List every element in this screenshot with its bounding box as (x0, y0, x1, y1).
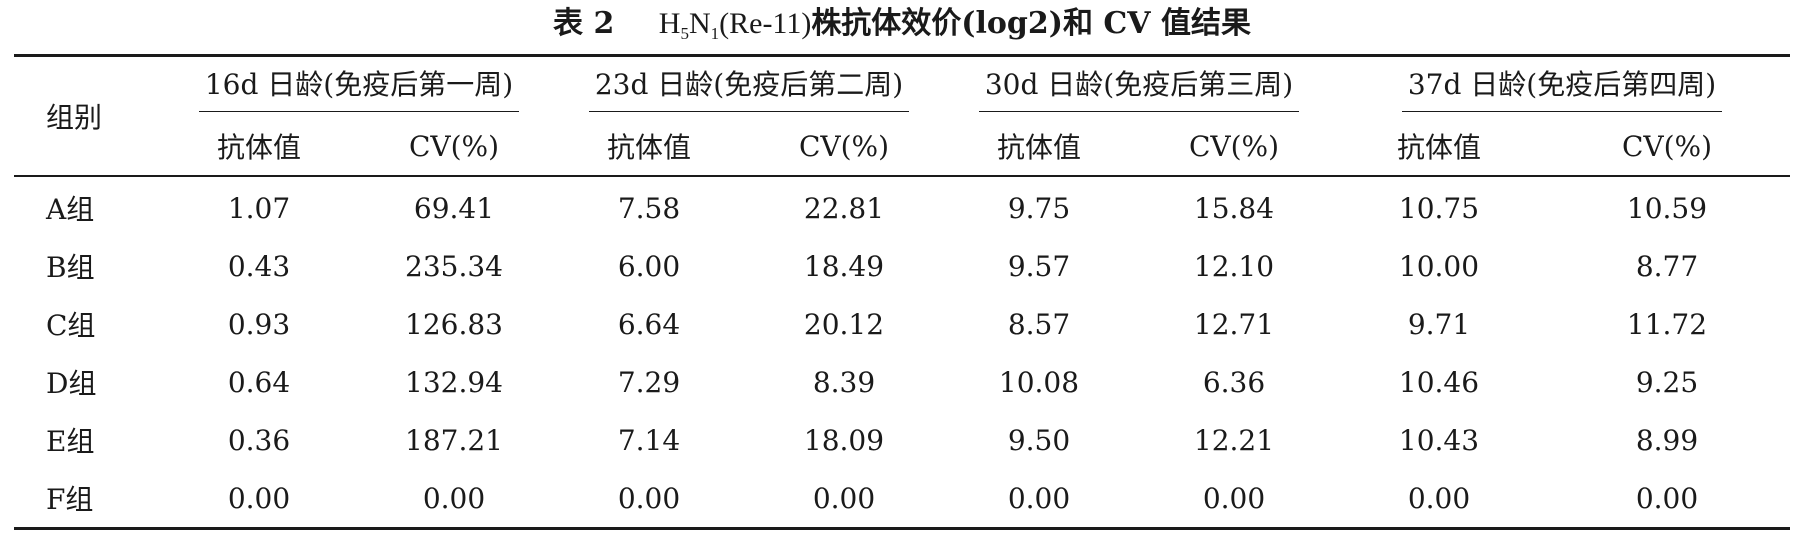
table-row: F组 0.00 0.00 0.00 0.00 0.00 0.00 0.00 0.… (14, 469, 1790, 529)
cell: 12.71 (1193, 307, 1275, 341)
strain-n-subscript: 1 (710, 24, 720, 43)
cell: 12.21 (1193, 423, 1275, 457)
cell: 9.57 (1007, 249, 1071, 283)
cell: 7.29 (617, 365, 681, 399)
title-text: 株抗体效价(log2)和 CV 值结果 (811, 6, 1251, 41)
group-name: B组 (46, 251, 95, 284)
table-title: 表 2 H5N1(Re-11)株抗体效价(log2)和 CV 值结果 (0, 4, 1804, 54)
table-row: B组 0.43 235.34 6.00 18.49 9.57 12.10 10.… (14, 237, 1790, 295)
cell: 20.12 (803, 307, 885, 341)
table-row: E组 0.36 187.21 7.14 18.09 9.50 12.21 10.… (14, 411, 1790, 469)
results-table: 组别 16d 日龄(免疫后第一周) 23d 日龄(免疫后第二周) 30d 日龄(… (14, 54, 1790, 530)
cell: 9.71 (1407, 307, 1471, 341)
group-name: A组 (46, 193, 95, 226)
cell: 18.49 (803, 249, 885, 283)
group-name: F组 (46, 483, 94, 516)
table-row: D组 0.64 132.94 7.29 8.39 10.08 6.36 10.4… (14, 353, 1790, 411)
cell: 12.10 (1193, 249, 1275, 283)
cell: 69.41 (413, 191, 495, 225)
cell: 0.36 (227, 423, 291, 457)
cell: 235.34 (405, 249, 503, 283)
cell: 1.07 (227, 191, 291, 225)
titer-subheader: 抗体值 (1396, 131, 1481, 164)
cv-subheader: CV(%) (798, 129, 890, 163)
period-header-3: 30d 日龄(免疫后第三周) (944, 56, 1334, 118)
cell: 7.58 (617, 191, 681, 225)
cell: 10.00 (1398, 249, 1480, 283)
table-row: A组 1.07 69.41 7.58 22.81 9.75 15.84 10.7… (14, 176, 1790, 237)
cell: 0.00 (227, 481, 291, 515)
cell: 0.00 (1007, 481, 1071, 515)
cell: 10.46 (1398, 365, 1480, 399)
cell: 10.75 (1398, 191, 1480, 225)
group-name: C组 (46, 309, 96, 342)
cell: 0.00 (812, 481, 876, 515)
cell: 0.64 (227, 365, 291, 399)
period-label: 30d 日龄(免疫后第三周) (978, 63, 1300, 112)
strain-h: H (658, 7, 681, 40)
cell: 6.36 (1202, 365, 1266, 399)
cell: 11.72 (1626, 307, 1708, 341)
group-name: D组 (46, 367, 97, 400)
cell: 0.00 (617, 481, 681, 515)
cell: 9.25 (1635, 365, 1699, 399)
table-number: 表 2 (553, 6, 615, 41)
strain-h-subscript: 5 (680, 24, 689, 43)
strain-code: (Re-11) (719, 7, 812, 40)
cell: 8.39 (812, 365, 876, 399)
period-header-4: 37d 日龄(免疫后第四周) (1334, 56, 1790, 118)
cv-subheader: CV(%) (408, 129, 500, 163)
cell: 187.21 (405, 423, 503, 457)
strain-n: N (688, 7, 711, 40)
period-label: 23d 日龄(免疫后第二周) (588, 63, 910, 112)
cell: 0.00 (1635, 481, 1699, 515)
cell: 7.14 (617, 423, 681, 457)
cell: 132.94 (405, 365, 503, 399)
titer-subheader: 抗体值 (216, 131, 301, 164)
strain-name: H5N1(Re-11) (658, 7, 812, 43)
cell: 10.59 (1626, 191, 1708, 225)
cell: 9.75 (1007, 191, 1071, 225)
period-label: 16d 日龄(免疫后第一周) (198, 63, 520, 112)
cell: 18.09 (803, 423, 885, 457)
cell: 9.50 (1007, 423, 1071, 457)
cell: 8.57 (1007, 307, 1071, 341)
cell: 22.81 (803, 191, 885, 225)
cell: 0.00 (422, 481, 486, 515)
period-label: 37d 日龄(免疫后第四周) (1401, 63, 1723, 112)
period-header-2: 23d 日龄(免疫后第二周) (554, 56, 944, 118)
cell: 0.00 (1202, 481, 1266, 515)
cell: 8.77 (1635, 249, 1699, 283)
cell: 15.84 (1193, 191, 1275, 225)
cell: 126.83 (405, 307, 503, 341)
period-header-1: 16d 日龄(免疫后第一周) (164, 56, 554, 118)
cell: 6.64 (617, 307, 681, 341)
group-column-header: 组别 (46, 101, 103, 134)
cv-subheader: CV(%) (1188, 129, 1280, 163)
table-row: C组 0.93 126.83 6.64 20.12 8.57 12.71 9.7… (14, 295, 1790, 353)
cell: 0.93 (227, 307, 291, 341)
header-row-periods: 组别 16d 日龄(免疫后第一周) 23d 日龄(免疫后第二周) 30d 日龄(… (14, 56, 1790, 134)
titer-subheader: 抗体值 (996, 131, 1081, 164)
cell: 8.99 (1635, 423, 1699, 457)
group-name: E组 (46, 425, 95, 458)
cell: 0.00 (1407, 481, 1471, 515)
titer-subheader: 抗体值 (606, 131, 691, 164)
cv-subheader: CV(%) (1621, 129, 1713, 163)
cell: 6.00 (617, 249, 681, 283)
header-row-subcolumns: 抗体值 CV(%) 抗体值 CV(%) 抗体值 CV(%) 抗体值 CV(%) (14, 117, 1790, 176)
cell: 0.43 (227, 249, 291, 283)
cell: 10.08 (998, 365, 1080, 399)
cell: 10.43 (1398, 423, 1480, 457)
